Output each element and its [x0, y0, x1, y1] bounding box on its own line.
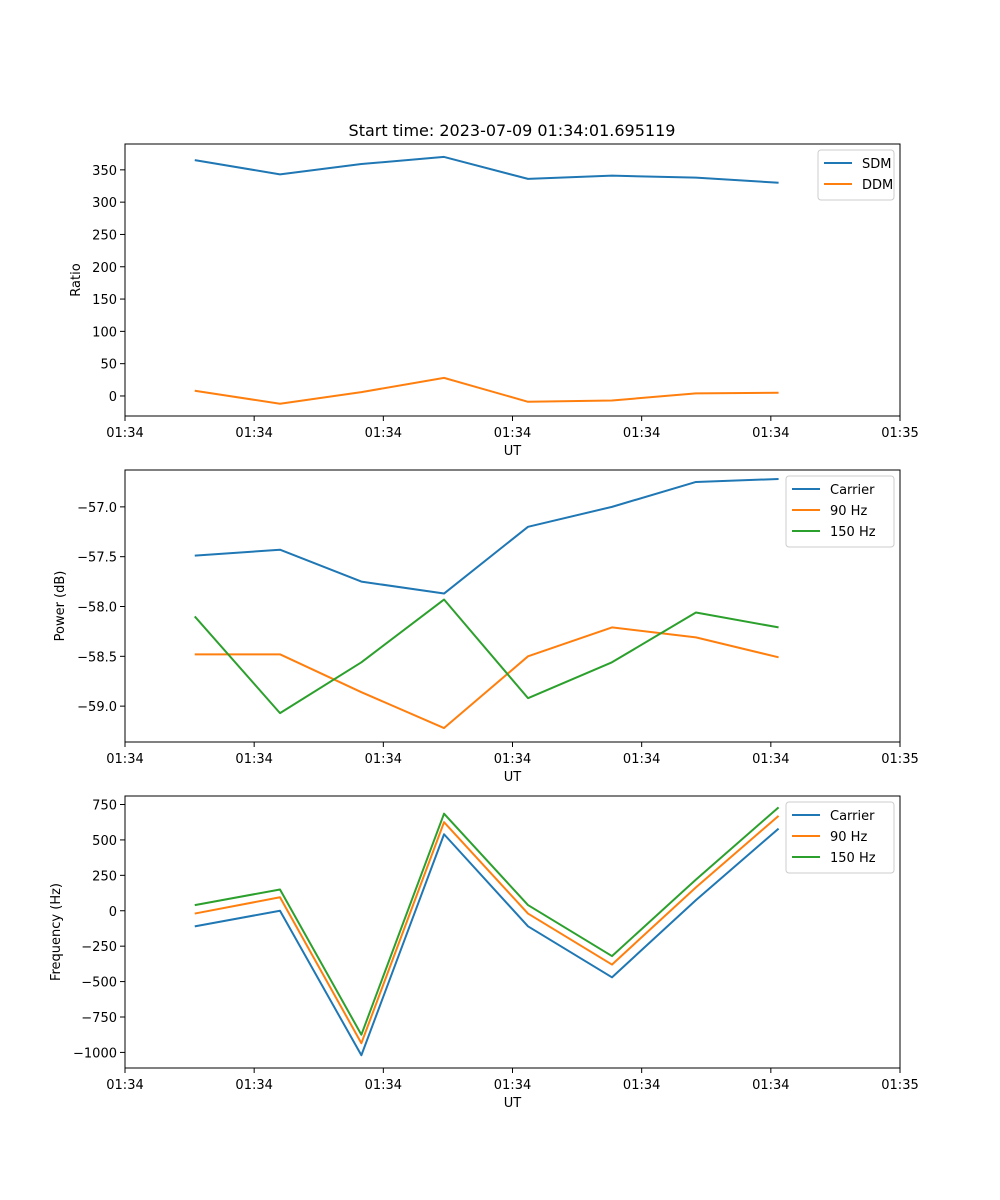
y-tick-label: 100 [92, 325, 117, 340]
y-axis-label: Frequency (Hz) [49, 883, 64, 981]
legend-box [785, 475, 895, 548]
axes-frame [124, 469, 901, 743]
legend: SDM DDM [817, 149, 895, 201]
x-tick-label: 01:34 [623, 426, 660, 441]
axes-frame [124, 143, 901, 417]
x-axis-label: UT [504, 1096, 522, 1111]
chart-2: 01:34 01:34 01:34 01:34 01:34 01:34 01:35 −59.0… [53, 469, 919, 785]
legend-label: 90 Hz [830, 830, 867, 845]
y-axis-label: Power (dB) [53, 571, 68, 642]
x-tick-label: 01:34 [365, 1078, 402, 1093]
legend-box [785, 801, 895, 874]
x-tick-label: 01:34 [752, 752, 789, 767]
series-line-carrier [194, 827, 780, 1057]
y-tick-label: 150 [92, 293, 117, 308]
x-tick-label: 01:34 [106, 752, 143, 767]
y-tick-label: −1000 [73, 1046, 117, 1061]
x-tick-label: 01:34 [623, 752, 660, 767]
x-tick-label: 01:34 [365, 426, 402, 441]
series-line-sdm [194, 155, 779, 184]
x-axis-label: UT [504, 444, 522, 459]
legend-label: DDM [862, 178, 893, 193]
x-tick-label: 01:34 [494, 752, 531, 767]
legend: Carrier 90 Hz 150 Hz [785, 801, 895, 874]
y-tick-label: 500 [92, 834, 117, 849]
y-tick-label: −57.0 [77, 501, 117, 516]
y-tick-label: 350 [92, 164, 117, 179]
y-tick-label: 250 [92, 869, 117, 884]
x-tick-label: 01:35 [881, 752, 918, 767]
y-tick-label: −58.5 [77, 650, 117, 665]
x-tick-label: 01:34 [623, 1078, 660, 1093]
legend-label: Carrier [830, 809, 875, 824]
series-line-150-hz [194, 598, 779, 715]
x-tick-label: 01:34 [752, 426, 789, 441]
x-tick-label: 01:35 [881, 1078, 918, 1093]
y-tick-label: 750 [92, 799, 117, 814]
x-tick-label: 01:34 [106, 426, 143, 441]
y-tick-label: −250 [81, 940, 117, 955]
legend-label: 150 Hz [830, 851, 876, 866]
x-tick-label: 01:34 [494, 1078, 531, 1093]
series-line-ddm [194, 376, 779, 405]
y-tick-label: −59.0 [77, 700, 117, 715]
legend-label: 90 Hz [830, 504, 867, 519]
y-tick-label: 0 [109, 905, 117, 920]
x-tick-label: 01:34 [494, 426, 531, 441]
y-tick-label: 250 [92, 228, 117, 243]
chart-3: 01:34 01:34 01:34 01:34 01:34 01:34 01:35 −1000… [49, 795, 919, 1111]
y-axis-label: Ratio [69, 263, 84, 296]
x-tick-label: 01:35 [881, 426, 918, 441]
x-tick-label: 01:34 [106, 1078, 143, 1093]
y-tick-label: −58.0 [77, 600, 117, 615]
y-tick-label: −57.5 [77, 551, 117, 566]
legend-label: SDM [862, 157, 891, 172]
axes-frame [124, 795, 901, 1069]
x-tick-label: 01:34 [235, 426, 272, 441]
chart-1: 01:34 01:34 01:34 01:34 01:34 01:34 01:35 0 50 10… [69, 143, 919, 459]
x-tick-label: 01:34 [235, 752, 272, 767]
y-tick-label: 300 [92, 196, 117, 211]
plots-container: 01:34 01:34 01:34 01:34 01:34 01:34 01:35 0 50 10… [49, 143, 919, 1111]
x-tick-label: 01:34 [365, 752, 402, 767]
series-line-90-hz [194, 815, 780, 1045]
legend-label: 150 Hz [830, 525, 876, 540]
y-tick-label: −500 [81, 976, 117, 991]
x-tick-label: 01:34 [752, 1078, 789, 1093]
series-line-150-hz [194, 806, 780, 1036]
figure-title: Start time: 2023-07-09 01:34:01.695119 [349, 121, 676, 140]
legend: Carrier 90 Hz 150 Hz [785, 475, 895, 548]
y-tick-label: 0 [109, 390, 117, 405]
series-line-90-hz [194, 626, 779, 730]
y-tick-label: 50 [100, 358, 117, 373]
series-line-carrier [194, 477, 779, 595]
x-axis-label: UT [504, 770, 522, 785]
x-tick-label: 01:34 [235, 1078, 272, 1093]
y-tick-label: 200 [92, 261, 117, 276]
legend-label: Carrier [830, 483, 875, 498]
y-tick-label: −750 [81, 1011, 117, 1026]
